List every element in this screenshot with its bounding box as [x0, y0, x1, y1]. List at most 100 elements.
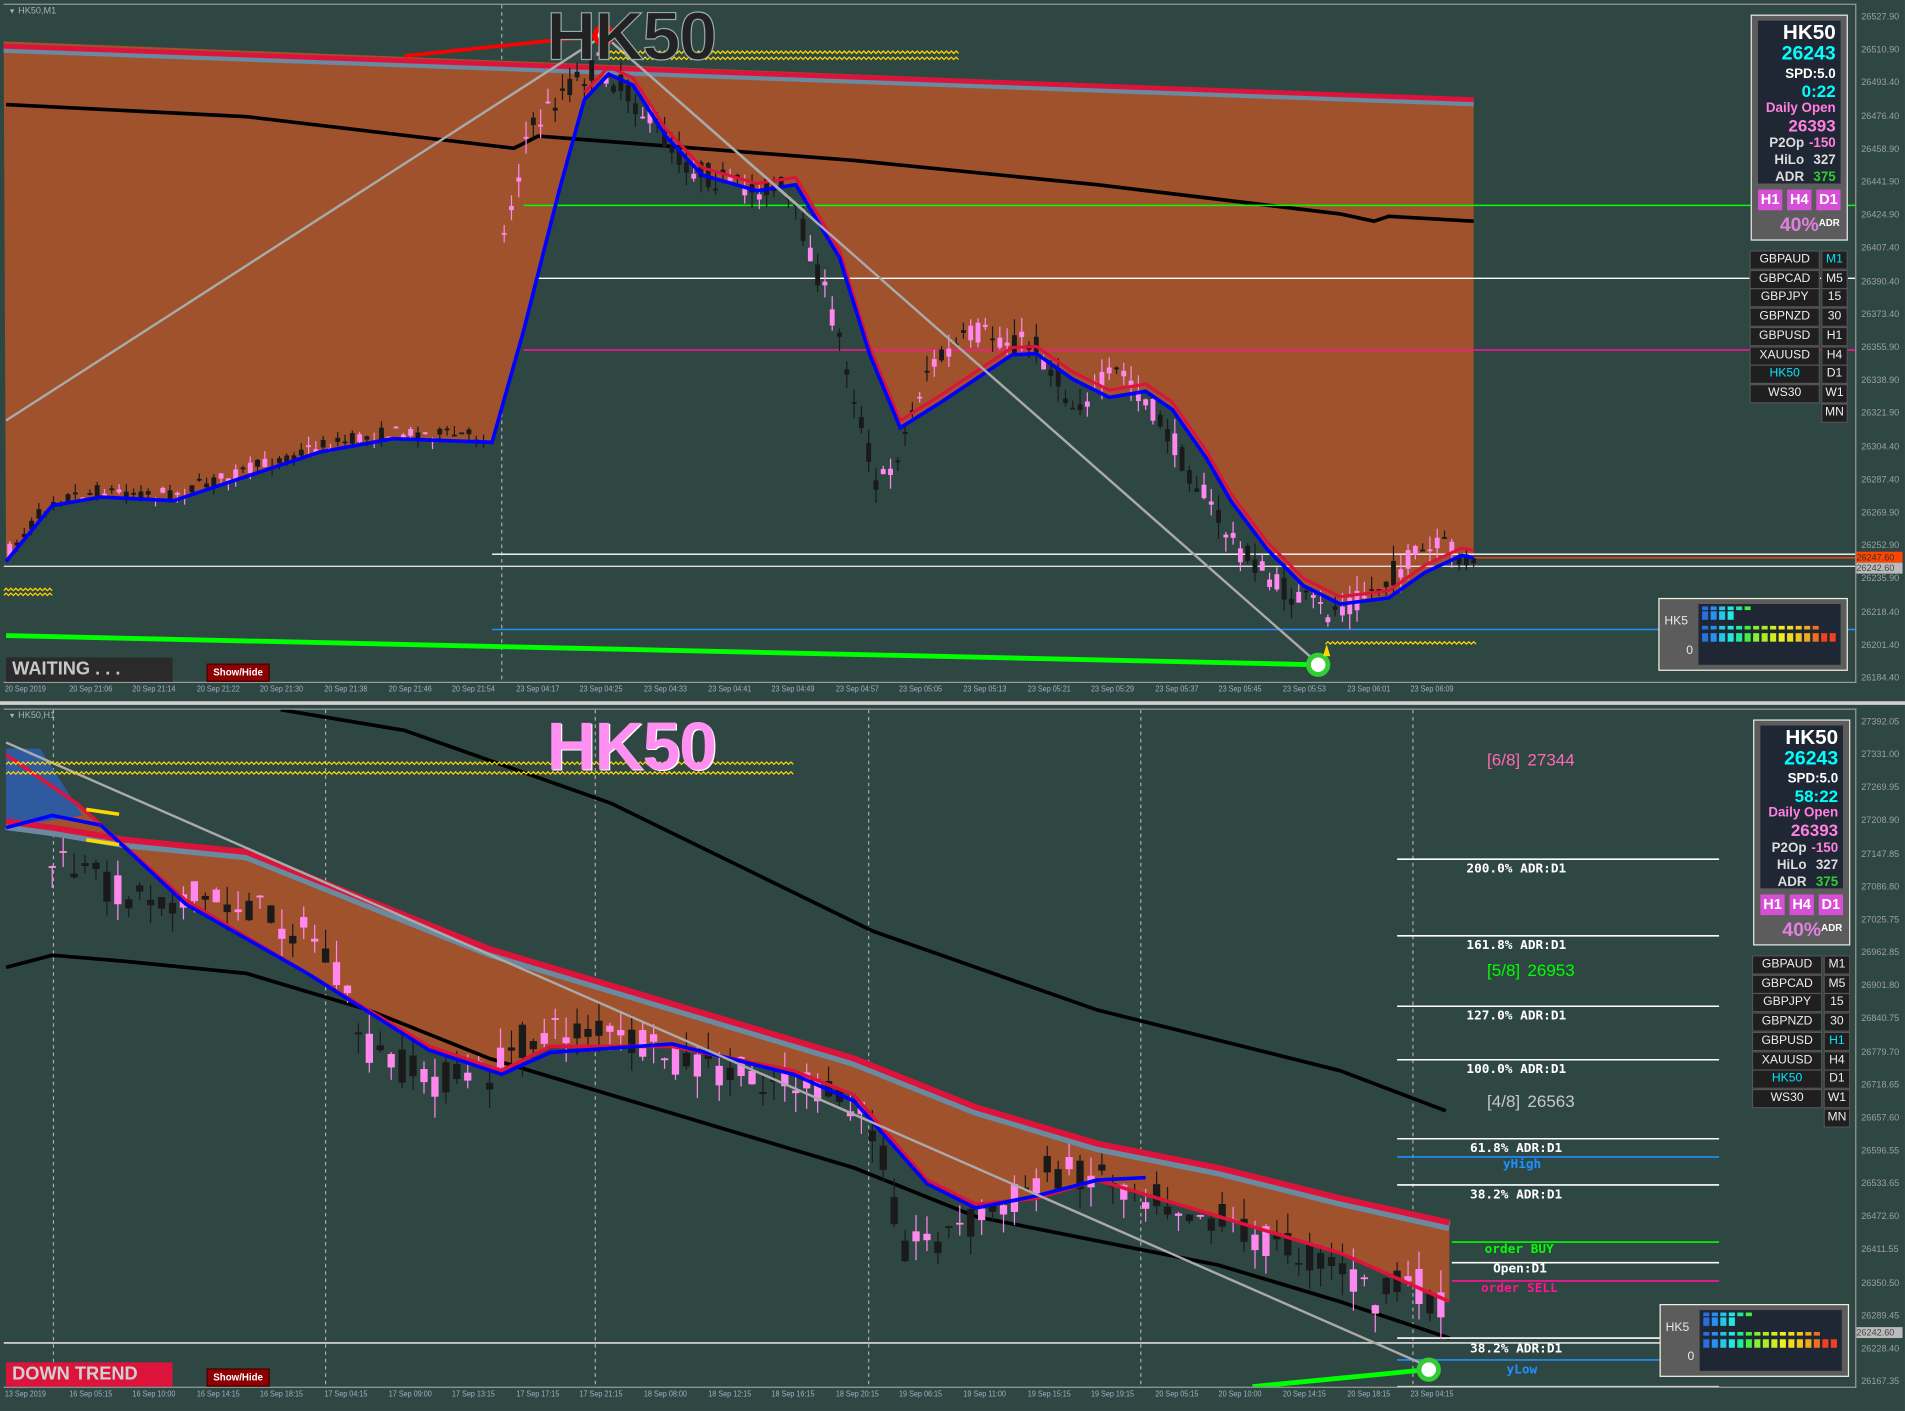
bear-candle — [1172, 433, 1178, 456]
timeframe-button-h4[interactable]: H4 — [1823, 1050, 1851, 1071]
signal-marker — [85, 837, 120, 847]
timeframe-button-d1[interactable]: D1 — [1816, 189, 1841, 211]
timeframe-button-h1[interactable]: H1 — [1757, 189, 1783, 211]
symbol-button-gbpnzd[interactable]: GBPNZD — [1751, 1012, 1823, 1032]
bear-candle — [660, 1058, 669, 1061]
symbol-button-gbpusd[interactable]: GBPUSD — [1751, 1031, 1823, 1051]
bull-candle — [289, 935, 297, 944]
timeframe-button-h1[interactable]: H1 — [1823, 1031, 1851, 1051]
bear-candle — [393, 426, 399, 429]
meter-bar — [1737, 1312, 1744, 1317]
timeframe-button-30[interactable]: 30 — [1821, 307, 1848, 328]
collapse-triangle-icon[interactable]: ▼ — [8, 8, 16, 16]
symbol-button-gbpcad[interactable]: GBPCAD — [1749, 269, 1820, 289]
bull-candle — [581, 83, 587, 87]
bull-candle — [662, 131, 667, 147]
price-axis-label: 27269.95 — [1861, 781, 1900, 793]
symbol-button-ws30[interactable]: WS30 — [1749, 383, 1820, 404]
show-hide-button[interactable]: Show/Hide — [206, 1368, 270, 1387]
bear-candle — [693, 1054, 701, 1077]
symbol-button-gbpusd[interactable]: GBPUSD — [1749, 326, 1820, 347]
chart-window-m1[interactable]: ▼ HK50,M1 HK50 26527.90 26510.90 26493.40 26… — [0, 0, 1905, 702]
timeframe-button-h1[interactable]: H1 — [1821, 326, 1848, 347]
time-axis-label: 23 Sep 05:53 — [1282, 685, 1326, 694]
timeframe-button-d1[interactable]: D1 — [1823, 1069, 1851, 1090]
strength-widget: HK5 0 — [1658, 597, 1848, 671]
time-axis-label: 18 Sep 12:15 — [707, 1390, 751, 1399]
meter-bar — [1728, 1317, 1735, 1326]
symbol-button-gbpaud[interactable]: GBPAUD — [1749, 250, 1820, 270]
timeframe-button-d1[interactable]: D1 — [1818, 894, 1844, 916]
symbol-button-gbpaud[interactable]: GBPAUD — [1751, 955, 1823, 975]
symbol-button-xauusd[interactable]: XAUUSD — [1751, 1050, 1823, 1071]
zigzag-marker — [603, 50, 959, 55]
bear-candle — [59, 851, 67, 853]
symbol-button-hk50[interactable]: HK50 — [1751, 1069, 1823, 1090]
bull-candle — [618, 74, 624, 91]
timeframe-button-m1[interactable]: M1 — [1823, 955, 1851, 975]
chart-symbol-label: HK50,H1 — [18, 709, 56, 721]
plot-area[interactable] — [3, 3, 1857, 683]
symbol-button-gbpjpy[interactable]: GBPJPY — [1751, 993, 1823, 1013]
timeframe-button-w1[interactable]: W1 — [1823, 1088, 1851, 1109]
plot-area[interactable] — [3, 708, 1857, 1388]
bull-candle — [1284, 1233, 1292, 1256]
bear-candle — [829, 309, 835, 326]
timeframe-button-d1[interactable]: D1 — [1821, 364, 1848, 385]
time-axis-label: 16 Sep 05:15 — [68, 1390, 112, 1399]
show-hide-button[interactable]: Show/Hide — [206, 663, 270, 682]
timeframe-button-mn[interactable]: MN — [1821, 402, 1848, 423]
symbol-button-hk50[interactable]: HK50 — [1749, 364, 1820, 385]
time-axis-label: 20 Sep 21:30 — [260, 685, 304, 694]
trend-line — [6, 633, 1319, 668]
bull-candle — [276, 458, 282, 464]
timeframe-button-h4[interactable]: H4 — [1821, 345, 1848, 366]
bear-candle — [540, 1033, 548, 1044]
bear-candle — [233, 469, 239, 481]
price-axis-label: 26493.40 — [1861, 77, 1900, 88]
adr-label: ADR — [1777, 875, 1807, 890]
bear-candle — [1251, 1234, 1259, 1251]
meter-bar — [1719, 625, 1726, 630]
strength-widget: HK5 0 — [1659, 1304, 1850, 1377]
timeframe-button-15[interactable]: 15 — [1821, 288, 1848, 308]
timeframe-button-m5[interactable]: M5 — [1821, 269, 1848, 289]
chart-window-h1[interactable]: ▼ HK50,H1 HK50 27392.05 27331.00 27269.95 27… — [0, 704, 1905, 1411]
timeframe-button-m1[interactable]: M1 — [1821, 250, 1848, 270]
bear-candle — [1325, 617, 1331, 623]
timeframe-button-m5[interactable]: M5 — [1823, 974, 1851, 994]
time-axis-label: 23 Sep 05:37 — [1155, 685, 1199, 694]
buy-arrow-icon — [1323, 644, 1331, 657]
meter-bar — [1702, 606, 1709, 611]
symbol-button-gbpjpy[interactable]: GBPJPY — [1749, 288, 1820, 308]
bear-candle — [262, 458, 268, 467]
symbol-button-gbpcad[interactable]: GBPCAD — [1751, 974, 1823, 994]
candles — [48, 835, 1445, 1340]
timeframe-button-h1[interactable]: H1 — [1760, 894, 1785, 916]
price-chart[interactable] — [3, 4, 1856, 682]
p2op-label: P2Op — [1769, 136, 1805, 151]
bull-candle — [1442, 537, 1447, 539]
price-chart[interactable] — [3, 709, 1856, 1387]
timeframe-button-mn[interactable]: MN — [1823, 1107, 1851, 1128]
timeframe-button-h4[interactable]: H4 — [1787, 189, 1812, 211]
murrey-level: [5/8] 26953 — [1487, 960, 1575, 979]
bear-candle — [1196, 1214, 1204, 1217]
bear-candle — [516, 177, 522, 182]
symbol-button-ws30[interactable]: WS30 — [1751, 1088, 1823, 1109]
bear-candle — [880, 469, 886, 475]
symbol-button-xauusd[interactable]: XAUUSD — [1749, 345, 1820, 366]
collapse-triangle-icon[interactable]: ▼ — [8, 713, 16, 721]
timeframe-button-w1[interactable]: W1 — [1821, 383, 1848, 404]
meter-bar — [1737, 1339, 1744, 1348]
bear-candle — [691, 173, 697, 179]
meter-bar — [1728, 1312, 1735, 1317]
timeframe-button-h4[interactable]: H4 — [1789, 894, 1814, 916]
symbol-button-gbpnzd[interactable]: GBPNZD — [1749, 307, 1820, 328]
meter-bar — [1753, 625, 1760, 630]
bear-candle — [1237, 548, 1243, 563]
price-axis-label: 26304.40 — [1861, 440, 1900, 452]
timeframe-button-30[interactable]: 30 — [1823, 1012, 1851, 1032]
timeframe-button-15[interactable]: 15 — [1823, 993, 1851, 1013]
bear-candle — [1201, 484, 1207, 499]
